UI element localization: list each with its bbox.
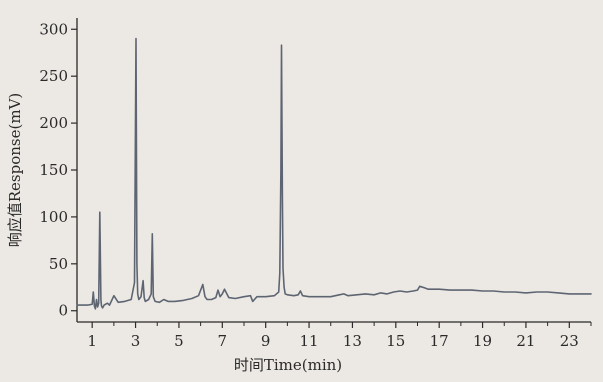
axes: [76, 18, 591, 323]
y-axis-title: 响应值Response(mV): [6, 93, 24, 248]
x-tick-label: 15: [386, 332, 405, 350]
x-tick-label: 21: [516, 332, 535, 350]
x-tick-label: 9: [261, 332, 271, 350]
x-tick-label: 5: [174, 332, 184, 350]
x-tick-label: 13: [343, 332, 362, 350]
series-line: [76, 37, 592, 310]
x-tick-label: 7: [218, 332, 228, 350]
x-tick-label: 19: [473, 332, 492, 350]
x-tick-label: 17: [430, 332, 449, 350]
x-tick-label: 23: [560, 332, 579, 350]
y-tick-label: 200: [39, 114, 68, 132]
series-layer: [76, 37, 592, 310]
x-tick-label: 3: [131, 332, 141, 350]
y-tick-label: 50: [49, 255, 68, 273]
x-tick-label: 1: [87, 332, 97, 350]
y-tick-label: 100: [39, 208, 68, 226]
x-tick-label: 11: [300, 332, 319, 350]
y-tick-label: 150: [39, 161, 68, 179]
y-tick-label: 0: [58, 302, 68, 320]
y-tick-label: 300: [39, 20, 68, 38]
x-axis-title: 时间Time(min): [234, 356, 342, 374]
y-tick-label: 250: [39, 67, 68, 85]
